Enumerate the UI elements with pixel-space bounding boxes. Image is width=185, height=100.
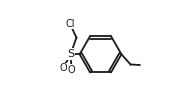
Text: Cl: Cl	[65, 19, 75, 29]
Text: S: S	[67, 49, 74, 59]
Text: O: O	[68, 65, 75, 75]
Text: O: O	[59, 63, 67, 73]
